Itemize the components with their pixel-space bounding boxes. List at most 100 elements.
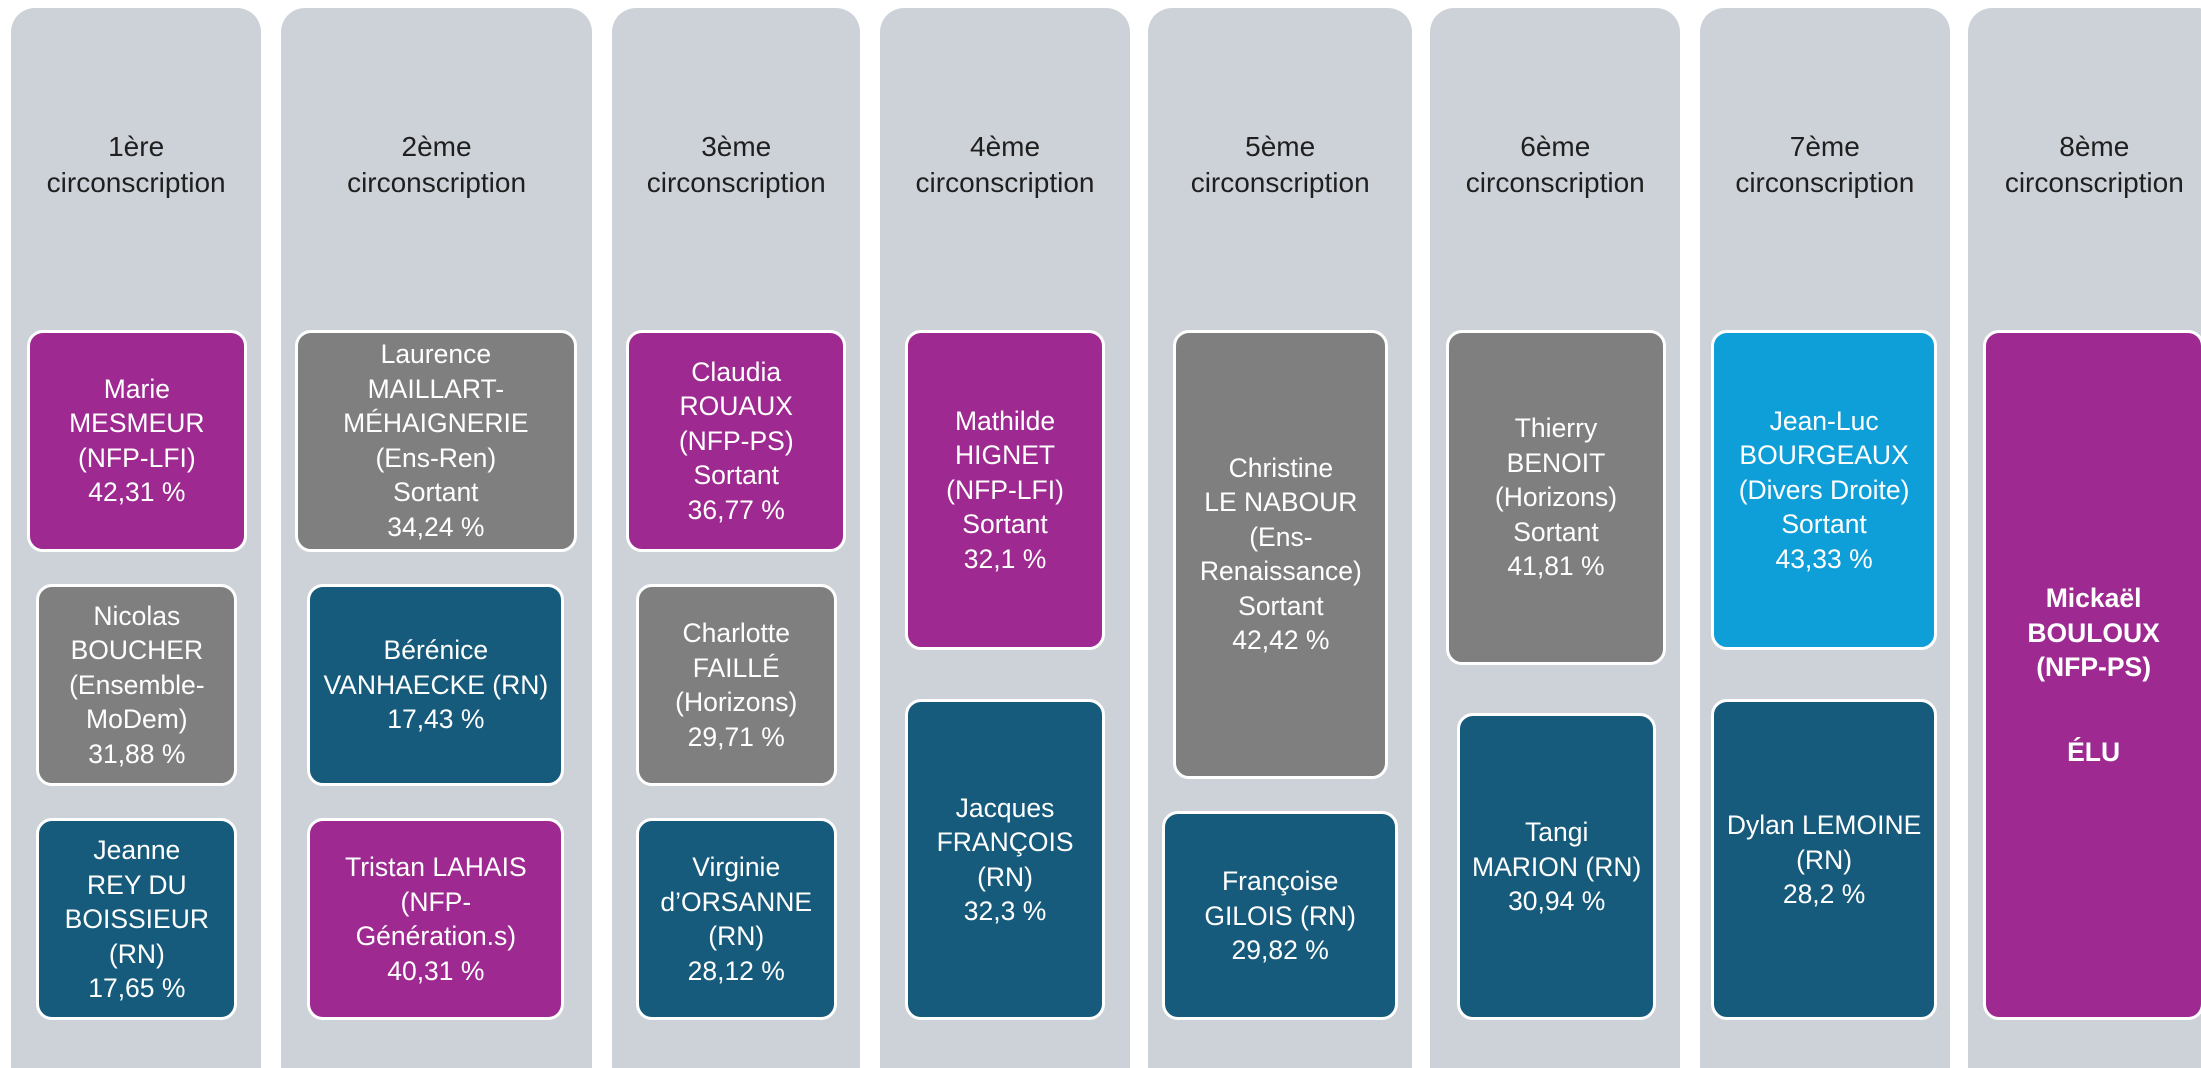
candidate-line: 29,71 % xyxy=(687,721,785,752)
candidate-line: Françoise xyxy=(1221,866,1339,897)
candidate-line: (NFP-LFI) xyxy=(77,442,196,473)
district-title: 4ème circonscription xyxy=(880,129,1130,201)
candidate-line: (NFP- xyxy=(400,886,472,917)
district-title: 8ème circonscription xyxy=(1968,129,2201,201)
candidate-line: 32,3 % xyxy=(963,896,1047,927)
candidate-line: (RN) xyxy=(977,861,1033,892)
candidate-line: 42,42 % xyxy=(1232,625,1330,656)
candidate-box: Mathilde HIGNET (NFP-LFI) Sortant 32,1 % xyxy=(905,329,1105,650)
candidate-line: Génération.s) xyxy=(355,921,517,952)
candidate-line: Dylan LEMOINE xyxy=(1726,810,1922,840)
candidate-box: Jeanne REY DU BOISSIEUR (RN) 17,65 % xyxy=(36,818,238,1021)
candidate-line: HIGNET xyxy=(954,440,1056,471)
candidate-line: (Ens- xyxy=(1249,521,1313,552)
title-line: 4ème xyxy=(970,131,1041,163)
candidate-line: 17,65 % xyxy=(88,973,186,1004)
candidate-line: Nicolas xyxy=(93,600,181,631)
candidate-line: Claudia xyxy=(691,356,782,387)
title-line: circonscription xyxy=(1735,167,1915,199)
candidate-line: 29,82 % xyxy=(1231,935,1329,966)
title-line: circonscription xyxy=(1190,167,1370,199)
candidate-line: VANHAECKE (RN) xyxy=(323,669,549,700)
candidate-line: (Horizons) xyxy=(1494,482,1618,513)
candidate-line: 34,24 % xyxy=(387,511,485,542)
candidate-box: Virginie d’ORSANNE (RN) 28,12 % xyxy=(635,818,837,1021)
candidate-line: Sortant xyxy=(962,509,1048,540)
candidate-line: LE NABOUR xyxy=(1204,487,1358,518)
title-line: 1ère xyxy=(108,131,165,163)
candidate-line: BOURGEAUX xyxy=(1739,440,1909,471)
candidate-line: (RN) xyxy=(708,921,765,952)
candidate-line: Jeanne xyxy=(93,835,181,866)
title-line: 2ème xyxy=(401,131,472,163)
candidate-box: Tangi MARION (RN) 30,94 % xyxy=(1457,713,1657,1021)
candidate-box: Jean-Luc BOURGEAUX (Divers Droite) Sortant 4… xyxy=(1711,329,1938,650)
candidate-box: Charlotte FAILLÉ (Horizons) 29,71 % xyxy=(635,583,837,787)
candidate-line: BENOIT xyxy=(1506,447,1606,478)
candidate-line: Christine xyxy=(1228,452,1334,483)
district-title: 6ème circonscription xyxy=(1430,129,1680,201)
candidate-line: Renaissance) xyxy=(1199,556,1362,587)
candidate-box: Thierry BENOIT (Horizons) Sortant 41,81 % xyxy=(1445,329,1667,666)
candidate-line: Tangi xyxy=(1525,817,1589,848)
candidate-line: Charlotte xyxy=(682,618,790,648)
candidate-line: Bérénice xyxy=(383,635,489,666)
candidate-line: Mickaël xyxy=(2045,583,2142,614)
title-line: circonscription xyxy=(2004,167,2184,199)
candidate-line: (Ens-Ren) xyxy=(375,442,497,473)
title-line: circonscription xyxy=(646,167,826,199)
candidate-box: Christine LE NABOUR (Ens- Renaissance) Sorta… xyxy=(1173,329,1389,780)
candidate-box: Tristan LAHAIS (NFP- Génération.s) 40,31 % xyxy=(307,818,565,1021)
candidate-line: Sortant xyxy=(693,460,779,490)
candidate-line: 41,81 % xyxy=(1507,551,1605,582)
candidate-line: (RN) xyxy=(108,938,165,969)
candidate-line: 30,94 % xyxy=(1508,886,1606,917)
candidate-line: MARION (RN) xyxy=(1472,851,1642,882)
candidate-line: 40,31 % xyxy=(387,955,485,986)
title-line: 3ème xyxy=(701,131,772,163)
candidate-box: Marie MESMEUR (NFP-LFI) 42,31 % xyxy=(26,329,248,552)
candidate-box: Dylan LEMOINE (RN) 28,2 % xyxy=(1711,699,1938,1021)
candidate-box: Jacques FRANÇOIS (RN) 32,3 % xyxy=(905,699,1105,1021)
candidate-line: Mathilde xyxy=(954,405,1056,436)
candidate-line: FRANÇOIS xyxy=(936,827,1074,858)
candidate-line: REY DU xyxy=(87,869,187,900)
candidate-line: Jacques xyxy=(955,792,1055,823)
title-line: circonscription xyxy=(46,167,226,199)
candidate-line: Sortant xyxy=(1781,509,1867,540)
candidate-line: 17,43 % xyxy=(387,704,485,735)
candidate-line: MESMEUR xyxy=(69,408,205,439)
candidate-box: Claudia ROUAUX (NFP-PS) Sortant 36,77 % xyxy=(626,329,847,552)
title-line: 8ème xyxy=(2059,131,2130,163)
candidate-box: Bérénice VANHAECKE (RN) 17,43 % xyxy=(307,583,565,787)
candidate-line: (NFP-LFI) xyxy=(946,474,1064,505)
candidate-line: Marie xyxy=(103,373,170,404)
candidate-line: 28,12 % xyxy=(687,955,785,986)
candidate-box: Françoise GILOIS (RN) 29,82 % xyxy=(1162,811,1399,1021)
candidate-line: 28,2 % xyxy=(1782,879,1866,909)
candidate-line: 43,33 % xyxy=(1775,543,1873,574)
district-title: 7ème circonscription xyxy=(1700,129,1950,201)
candidate-line: Jean-Luc xyxy=(1769,405,1879,436)
candidate-line: (RN) xyxy=(1796,844,1853,875)
candidate-line: MAILLART- xyxy=(367,373,505,404)
title-line: circonscription xyxy=(347,167,527,199)
candidate-line: (Divers Droite) xyxy=(1738,474,1910,505)
title-line: 6ème xyxy=(1520,131,1591,163)
candidate-line: MÉHAIGNERIE xyxy=(343,408,529,439)
title-line: 5ème xyxy=(1245,131,1316,163)
candidate-line: (NFP-PS) xyxy=(678,425,794,456)
candidate-line: Sortant xyxy=(1513,516,1599,547)
candidate-line: 36,77 % xyxy=(687,494,785,525)
candidate-line: Thierry xyxy=(1514,413,1598,444)
candidate-line: BOULOUX xyxy=(2027,617,2160,648)
candidate-line: GILOIS (RN) xyxy=(1204,900,1356,931)
candidate-line: d’ORSANNE xyxy=(660,886,813,917)
candidate-line: (Horizons) xyxy=(675,687,798,717)
candidate-line: FAILLÉ xyxy=(692,652,780,683)
candidate-box: Mickaël BOULOUX (NFP-PS) ÉLU xyxy=(1983,329,2201,1021)
title-line: circonscription xyxy=(1465,167,1645,199)
candidate-line: Sortant xyxy=(393,477,479,508)
candidate-line: MoDem) xyxy=(86,704,188,735)
